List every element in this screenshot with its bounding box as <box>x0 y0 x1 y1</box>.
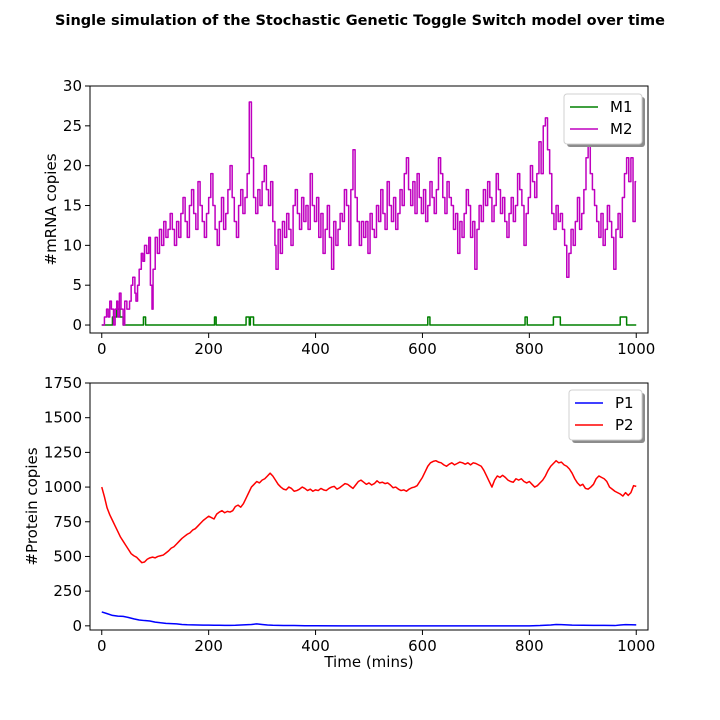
y-tick-label: 750 <box>53 513 82 531</box>
y-axis-label: #mRNA copies <box>42 153 60 265</box>
x-tick-label: 600 <box>408 340 437 358</box>
axes-frame <box>89 85 649 334</box>
x-tick-label: 200 <box>194 340 223 358</box>
protein-panel: 0 200 400 600 800 1000 0 250 500 750 1000 1250 1500 1… <box>23 374 655 671</box>
series-line-m2 <box>101 101 637 326</box>
y-tick-label: 1500 <box>44 409 82 427</box>
y-tick-label: 0 <box>72 617 82 635</box>
x-tick-label: 800 <box>515 637 544 655</box>
y-tick-label: 30 <box>63 77 82 95</box>
y-tick-label: 15 <box>63 197 82 215</box>
series-line-p2 <box>101 459 637 564</box>
x-tick-label: 400 <box>301 637 330 655</box>
x-tick-label: 800 <box>515 340 544 358</box>
y-tick-label: 5 <box>72 276 82 294</box>
y-tick-label: 10 <box>63 236 82 254</box>
y-tick-label: 0 <box>72 316 82 334</box>
plot-area <box>101 101 637 326</box>
legend-label-m1: M1 <box>610 98 633 116</box>
y-tick-label: 1750 <box>44 374 82 392</box>
plot-area <box>101 459 637 627</box>
mrna-panel: 0 200 400 600 800 1000 0 5 10 15 20 25 30 #mRNA copie… <box>42 77 655 358</box>
x-tick-label: 1000 <box>617 637 655 655</box>
y-tick-label: 20 <box>63 157 82 175</box>
y-tick-label: 500 <box>53 547 82 565</box>
y-tick-label: 1250 <box>44 443 82 461</box>
series-line-p1 <box>101 611 637 627</box>
x-tick-label: 200 <box>194 637 223 655</box>
x-tick-label: 600 <box>408 637 437 655</box>
x-tick-label: 0 <box>97 340 107 358</box>
x-tick-label: 400 <box>301 340 330 358</box>
axes-frame <box>89 382 649 631</box>
y-tick-label: 250 <box>53 582 82 600</box>
y-tick-label: 1000 <box>44 478 82 496</box>
figure-title: Single simulation of the Stochastic Gene… <box>55 13 665 29</box>
legend-label-m2: M2 <box>610 120 633 138</box>
x-tick-label: 0 <box>97 637 107 655</box>
y-tick-label: 25 <box>63 117 82 135</box>
legend-label-p1: P1 <box>615 394 634 412</box>
x-axis-label: Time (mins) <box>323 653 413 671</box>
legend-label-p2: P2 <box>615 416 634 434</box>
x-tick-label: 1000 <box>617 340 655 358</box>
y-axis-label: #Protein copies <box>23 447 41 565</box>
